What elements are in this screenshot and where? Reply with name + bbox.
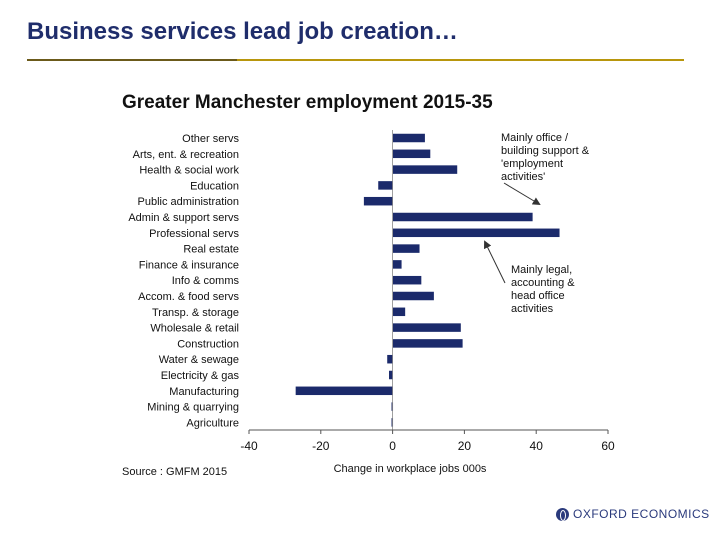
category-label: Finance & insurance: [139, 259, 239, 271]
category-label: Wholesale & retail: [150, 323, 239, 335]
category-label: Education: [190, 180, 239, 192]
bar: [392, 307, 406, 317]
category-label: Arts, ent. & recreation: [133, 149, 239, 161]
bar: [295, 386, 393, 396]
x-tick-label: 20: [458, 439, 472, 453]
bar: [392, 323, 461, 332]
category-label: Agriculture: [186, 417, 239, 429]
category-label: Health & social work: [139, 165, 239, 177]
category-label: Info & comms: [172, 275, 240, 287]
logo-text: OXFORD ECONOMICS: [573, 507, 710, 521]
annotation-arrow: [503, 182, 541, 206]
bar: [392, 275, 422, 285]
category-label: Real estate: [183, 244, 239, 256]
bar: [392, 228, 560, 238]
source-note: Source : GMFM 2015: [122, 466, 228, 478]
bar: [392, 244, 420, 253]
x-tick-label: 60: [601, 439, 615, 453]
category-labels: Other servs Arts, ent. & recreation Health…: [128, 133, 239, 429]
category-label: Accom. & food servs: [138, 291, 239, 303]
category-label: Transp. & storage: [152, 307, 239, 319]
bar: [392, 133, 425, 143]
category-label: Construction: [177, 338, 239, 350]
annotation-arrow: [484, 240, 506, 284]
oxford-economics-logo-icon: [556, 507, 569, 521]
bar: [392, 291, 434, 301]
category-label: Water & sewage: [159, 354, 239, 366]
category-label: Manufacturing: [169, 386, 239, 398]
x-axis: -40 -20 0 20 40 60: [240, 130, 615, 453]
bar: [392, 260, 402, 269]
x-tick-label: 40: [530, 439, 544, 453]
title-rule: [27, 59, 684, 61]
category-label: Professional servs: [149, 228, 239, 240]
x-tick-label: -40: [240, 439, 258, 453]
category-label: Electricity & gas: [161, 370, 240, 382]
bar: [387, 354, 393, 364]
category-label: Other servs: [182, 133, 239, 145]
bar: [392, 149, 431, 159]
bar: [392, 165, 458, 174]
bar: [392, 212, 533, 222]
category-label: Mining & quarrying: [147, 402, 239, 414]
x-axis-label: Change in workplace jobs 000s: [334, 463, 487, 475]
bar: [392, 339, 463, 348]
x-tick-label: -20: [312, 439, 330, 453]
category-label: Public administration: [138, 196, 240, 208]
x-tick-label: 0: [389, 439, 396, 453]
annotation-text: Mainly legal, accounting & head office acti…: [511, 264, 575, 315]
oxford-economics-logo: OXFORD ECONOMICS: [556, 507, 710, 521]
annotation-text: Mainly office / building support &'employ…: [501, 132, 590, 183]
chart-title: Greater Manchester employment 2015-35: [122, 92, 493, 113]
slide-title: Business services lead job creation…: [27, 18, 458, 45]
bar: [363, 196, 393, 206]
title-rule-accent: [27, 59, 237, 61]
annotations: Mainly office / building support &'employ…: [484, 132, 590, 315]
bar: [378, 181, 393, 190]
bar: [389, 370, 393, 380]
category-label: Admin & support servs: [128, 212, 239, 224]
